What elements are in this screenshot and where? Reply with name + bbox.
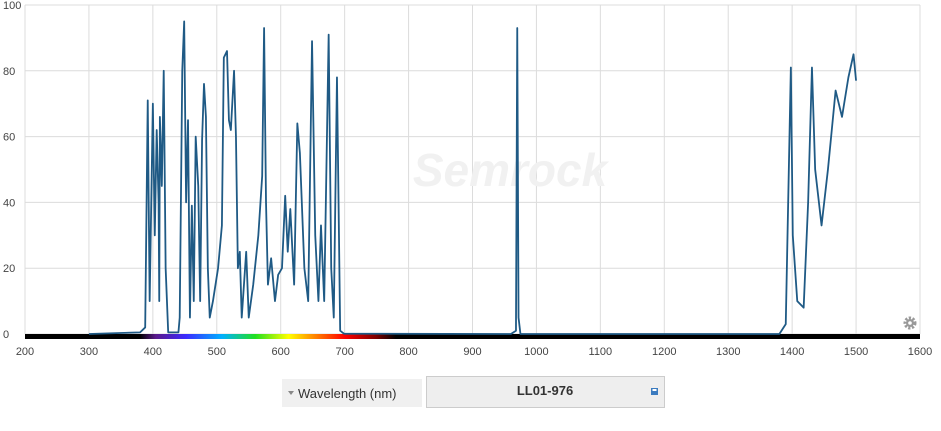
y-tick-label: 100 xyxy=(3,0,21,12)
filter-box[interactable] xyxy=(426,376,665,408)
grid: 0 20 40 60 80 100 200 300 400 500 600 700 800 900 1000… xyxy=(3,0,932,358)
save-icon[interactable] xyxy=(651,388,658,395)
y-tick-label: 60 xyxy=(3,132,15,144)
x-tick-label: 1000 xyxy=(524,346,548,358)
y-tick-label: 20 xyxy=(3,263,15,275)
x-tick-label: 1500 xyxy=(844,346,868,358)
x-tick-label: 700 xyxy=(335,346,353,358)
x-tick-label: 400 xyxy=(144,346,162,358)
y-tick-label: 80 xyxy=(3,66,15,78)
plot xyxy=(88,20,857,335)
spectrum-line xyxy=(88,20,857,335)
x-tick-label: 600 xyxy=(272,346,290,358)
spectrum-bar xyxy=(25,334,920,339)
x-axis-label: Wavelength (nm) xyxy=(298,386,397,401)
x-tick-label: 500 xyxy=(208,346,226,358)
x-tick-label: 200 xyxy=(16,346,34,358)
spectrum-colors xyxy=(140,334,396,339)
dropdown-arrow xyxy=(288,391,294,395)
watermark: Semrock xyxy=(413,144,610,196)
legend-label: LL01-976 xyxy=(517,383,573,398)
y-tick-label: 0 xyxy=(3,329,9,341)
save-icon-detail xyxy=(652,389,657,391)
x-tick-label: 800 xyxy=(399,346,417,358)
x-tick-label: 1600 xyxy=(908,346,932,358)
x-tick-label: 300 xyxy=(80,346,98,358)
axis-dropdown[interactable] xyxy=(282,379,422,407)
x-tick-label: 1200 xyxy=(652,346,676,358)
y-tick-label: 40 xyxy=(3,197,15,209)
x-tick-label: 900 xyxy=(463,346,481,358)
x-tick-label: 1100 xyxy=(589,346,613,358)
x-tick-label: 1300 xyxy=(716,346,740,358)
x-tick-label: 1400 xyxy=(780,346,804,358)
settings-icon[interactable] xyxy=(903,316,917,330)
